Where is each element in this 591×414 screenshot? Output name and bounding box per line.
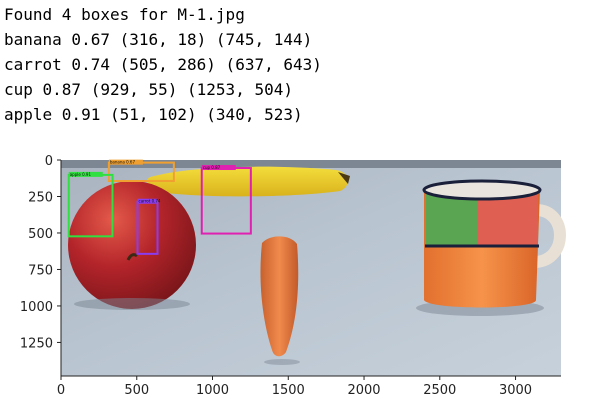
output-line: carrot 0.74 (505, 286) (637, 643) (4, 55, 322, 74)
x-tick-label: 1000 (196, 383, 229, 398)
box-label-banana: banana 0.67 (110, 160, 136, 165)
x-tick-label: 1500 (272, 383, 305, 398)
photo (61, 160, 566, 376)
x-tick-label: 2500 (423, 383, 456, 398)
detection-boxes: banana 0.67 carrot 0.74 cup 0.87 apple 0.91 (67, 159, 252, 255)
y-tick-label: 250 (28, 190, 53, 205)
mug-rim (422, 179, 542, 201)
box-label-cup: cup 0.87 (203, 165, 221, 170)
box-label-bg-carrot (137, 198, 158, 204)
detection-plot: banana 0.67 carrot 0.74 cup 0.87 apple 0.91… (0, 150, 591, 414)
x-tick-label: 500 (124, 383, 149, 398)
plot-axes: 0 500 1000 1500 2000 2500 3000 0 250 500 750 1000 12… (20, 154, 561, 398)
y-tick-label: 750 (28, 263, 53, 278)
box-label-bg-banana (108, 159, 143, 165)
apple (68, 181, 196, 309)
box-label-carrot: carrot 0.74 (139, 199, 161, 204)
y-tick-label: 1000 (20, 300, 53, 315)
output-line: apple 0.91 (51, 102) (340, 523) (4, 105, 303, 124)
y-tick-label: 1250 (20, 336, 53, 351)
detection-plot-svg: banana 0.67 carrot 0.74 cup 0.87 apple 0.91… (20, 154, 566, 398)
carrot-shadow (264, 359, 300, 365)
box-label-bg-cup (201, 165, 236, 171)
x-tick-label: 3000 (499, 383, 532, 398)
x-tick-label: 2000 (347, 383, 380, 398)
y-tick-label: 0 (45, 154, 53, 169)
output-line: cup 0.87 (929, 55) (1253, 504) (4, 80, 293, 99)
x-tick-label: 0 (57, 383, 65, 398)
carrot (260, 236, 299, 357)
box-label-apple: apple 0.91 (70, 172, 92, 177)
wall-strip (61, 160, 561, 168)
y-tick-label: 500 (28, 227, 53, 242)
box-label-bg-apple (68, 171, 103, 177)
apple-stem (126, 253, 138, 261)
apple-shadow (74, 298, 190, 310)
mug-handle (534, 204, 566, 268)
output-line: Found 4 boxes for M-1.jpg (4, 5, 245, 24)
output-line: banana 0.67 (316, 18) (745, 144) (4, 30, 313, 49)
cell-output-text: Found 4 boxes for M-1.jpg banana 0.67 (3… (4, 2, 322, 127)
banana (146, 166, 348, 197)
banana-stem (338, 172, 350, 184)
